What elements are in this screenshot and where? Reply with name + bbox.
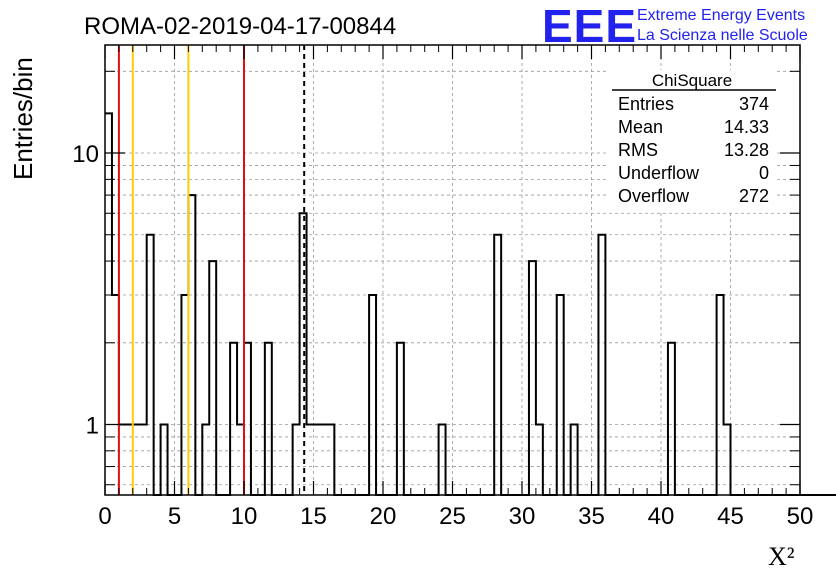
stats-row-label: RMS (618, 140, 658, 160)
histogram-bin (293, 425, 300, 495)
stats-row-value: 272 (739, 186, 769, 206)
x-tick-label: 10 (231, 503, 258, 530)
histogram-bin (717, 295, 724, 495)
histogram-bars (105, 112, 836, 496)
histogram-bin (536, 425, 543, 495)
histogram-bin (244, 343, 251, 495)
stats-row-label: Mean (618, 117, 663, 137)
histogram-bin (209, 261, 216, 495)
logo-line-1: Extreme Energy Events (637, 7, 805, 24)
histogram-bin (494, 235, 501, 495)
x-tick-label: 15 (300, 503, 327, 530)
x-tick-label: 40 (648, 503, 675, 530)
histogram-bin (105, 113, 112, 495)
histogram-bin (181, 295, 188, 495)
y-tick-label: 1 (86, 413, 99, 440)
stats-box: ChiSquare Entries 374 Mean 14.33 RMS 13.28 Und… (608, 70, 776, 212)
x-tick-label: 25 (439, 503, 466, 530)
histogram-bin (237, 425, 244, 495)
histogram-bin (724, 425, 731, 495)
stats-row-value: 374 (739, 94, 769, 114)
histogram-bin (161, 425, 168, 495)
histogram-bin (202, 425, 209, 495)
histogram-bin (133, 425, 140, 495)
x-tick-label: 50 (787, 503, 814, 530)
y-axis-label: Entries/bin (8, 57, 38, 180)
histogram-bin (119, 425, 126, 495)
histogram-bin (571, 425, 578, 495)
histogram-bin (188, 195, 195, 495)
histogram-bin (320, 425, 327, 495)
histogram-bin (369, 295, 376, 495)
histogram-bin (126, 425, 133, 495)
x-axis-ticks: 0 5 10 15 20 25 30 35 40 45 50 (98, 45, 813, 530)
stats-row-value: 14.33 (724, 117, 769, 137)
marker-lines (117, 45, 306, 495)
logo-text: EEE (542, 0, 637, 52)
x-tick-label: 35 (578, 503, 605, 530)
histogram-bin (668, 343, 675, 495)
logo-line-2: La Scienza nelle Scuole (637, 27, 808, 44)
stats-row-value: 13.28 (724, 140, 769, 160)
x-tick-label: 0 (98, 503, 111, 530)
histogram-outline (105, 112, 836, 496)
run-title: ROMA-02-2019-04-17-00844 (84, 13, 396, 40)
histogram-bin (598, 235, 605, 495)
histogram-bin (147, 235, 154, 495)
histogram-bin (300, 213, 307, 495)
histogram-bin (140, 425, 147, 495)
histogram-bin (307, 425, 314, 495)
x-tick-label: 45 (717, 503, 744, 530)
histogram-bin (557, 295, 564, 495)
histogram-bin (439, 425, 446, 495)
x-tick-label: 5 (168, 503, 181, 530)
histogram-bin (397, 343, 404, 495)
x-axis-label: X² (768, 542, 795, 571)
grid (105, 45, 800, 495)
stats-box-frame (608, 70, 776, 212)
histogram-bin (112, 295, 119, 495)
stats-box-title: ChiSquare (652, 71, 732, 90)
histogram-bin (230, 343, 237, 495)
y-tick-label: 10 (72, 141, 99, 168)
stats-row-label: Underflow (618, 163, 700, 183)
histogram-bin (314, 425, 321, 495)
y-axis-ticks: 1 10 (72, 70, 800, 486)
stats-row-value: 0 (759, 163, 769, 183)
eee-logo: EEE Extreme Energy Events La Scienza nel… (542, 0, 808, 52)
x-tick-label: 30 (509, 503, 536, 530)
histogram-bin (265, 343, 272, 495)
stats-row-label: Entries (618, 94, 674, 114)
histogram-bin (529, 261, 536, 495)
histogram-bin (327, 425, 334, 495)
stats-row-label: Overflow (618, 186, 690, 206)
x-tick-label: 20 (370, 503, 397, 530)
